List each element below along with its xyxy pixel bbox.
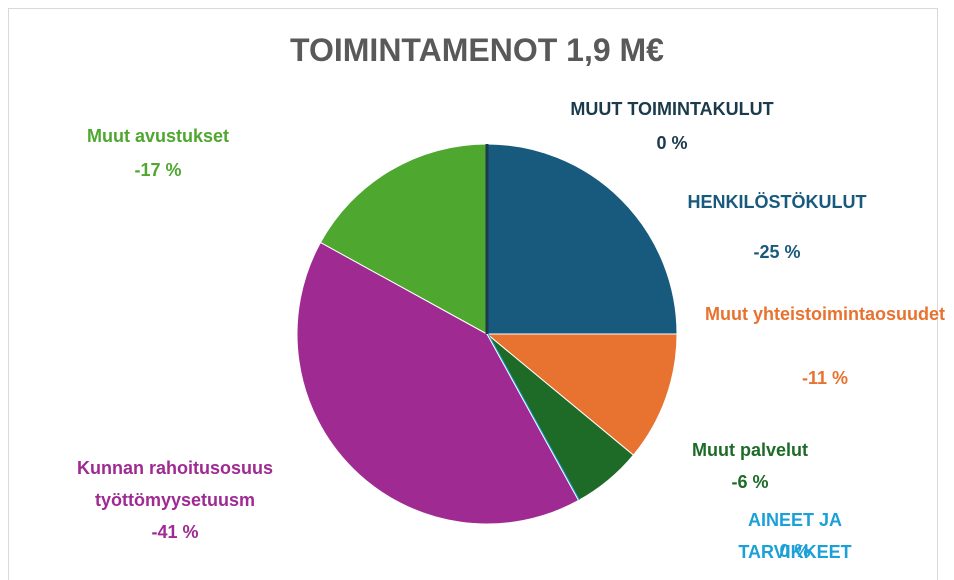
- value-label: -17 %: [134, 160, 182, 180]
- value-label: 0 %: [779, 541, 811, 561]
- pie-slice: [485, 333, 678, 456]
- chart-title: TOIMINTAMENOT 1,9 M€: [290, 32, 664, 68]
- pie-slice: [296, 241, 580, 525]
- value-label: -25 %: [753, 242, 801, 262]
- value-label: -41 %: [151, 522, 199, 542]
- pie-slice: [486, 143, 678, 335]
- category-label: Kunnan rahoitusosuus työttömyysetuusm: [76, 458, 273, 510]
- value-label: -6 %: [731, 472, 769, 492]
- value-label: 0 %: [656, 133, 688, 153]
- category-label: HENKILÖSTÖKULUT: [687, 192, 867, 212]
- category-label: Muut palvelut: [692, 440, 808, 460]
- value-label: -11 %: [801, 368, 849, 388]
- category-label: Muut avustukset: [86, 126, 230, 146]
- category-label: MUUT TOIMINTAKULUT: [570, 99, 774, 119]
- category-label: Muut yhteistoimintaosuudet: [705, 304, 945, 324]
- category-label: AINEET JA TARVIKKEET: [738, 510, 852, 562]
- pie-slice: [319, 143, 488, 335]
- chart-frame: [8, 8, 938, 580]
